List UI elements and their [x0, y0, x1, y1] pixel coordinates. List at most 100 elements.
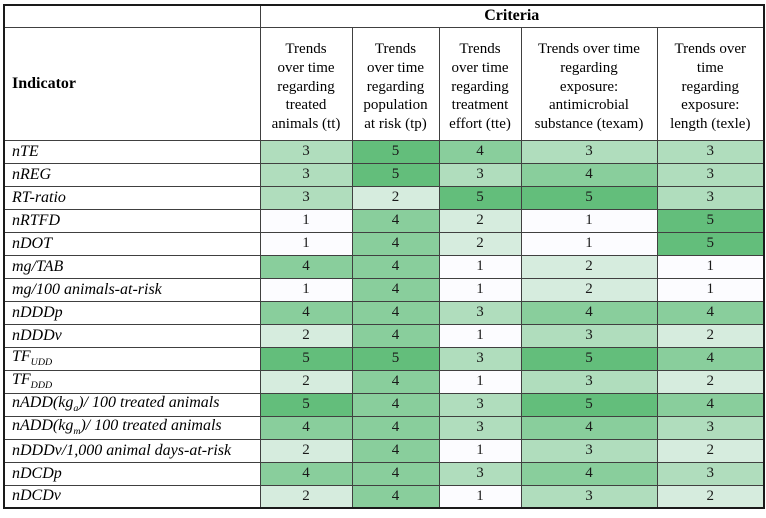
indicator-label: nDCDp: [3, 461, 261, 486]
score-cell: 4: [351, 484, 440, 509]
score-cell: 5: [351, 162, 440, 187]
score-cell: 4: [351, 254, 440, 279]
score-cell: 2: [656, 484, 765, 509]
indicator-label: nDOT: [3, 231, 261, 256]
table-row: nADD(kga)/ 100 treated animals 5 4 3 5 4: [3, 392, 765, 417]
table-body: nTE 3 5 4 3 3 nREG 3 5 3 4 3 RT-ratio 3 2 5 5 3 nRTFD 1 4 2 1 5…: [3, 139, 765, 509]
score-cell: 1: [259, 208, 353, 233]
score-cell: 3: [438, 392, 522, 417]
score-cell: 2: [259, 323, 353, 348]
score-cell: 2: [438, 231, 522, 256]
indicator-label: nDDDv: [3, 323, 261, 348]
score-cell: 5: [351, 346, 440, 371]
score-cell: 3: [520, 139, 658, 164]
score-cell: 5: [656, 231, 765, 256]
column-header-row: Indicator Trends over time regarding tre…: [3, 26, 765, 141]
table-row: nDCDp 4 4 3 4 3: [3, 461, 765, 486]
score-cell: 5: [520, 185, 658, 210]
score-cell: 3: [656, 139, 765, 164]
score-cell: 5: [520, 346, 658, 371]
indicator-criteria-table: Criteria Indicator Trends over time rega…: [3, 4, 766, 509]
score-cell: 4: [351, 415, 440, 440]
indicator-label: nREG: [3, 162, 261, 187]
score-cell: 3: [438, 415, 522, 440]
indicator-label: nRTFD: [3, 208, 261, 233]
indicator-column-header: Indicator: [3, 26, 261, 141]
table-row: mg/TAB 4 4 1 2 1: [3, 254, 765, 279]
score-cell: 5: [259, 346, 353, 371]
score-cell: 1: [438, 254, 522, 279]
table-row: nDDDp 4 4 3 4 4: [3, 300, 765, 325]
indicator-label: mg/TAB: [3, 254, 261, 279]
score-cell: 4: [438, 139, 522, 164]
score-cell: 2: [520, 277, 658, 302]
score-cell: 5: [656, 208, 765, 233]
column-header-tt: Trends over time regarding treated anima…: [259, 26, 353, 141]
score-cell: 3: [438, 162, 522, 187]
score-cell: 3: [520, 369, 658, 394]
criteria-group-header: Criteria: [259, 4, 765, 28]
score-cell: 4: [656, 300, 765, 325]
indicator-label: nTE: [3, 139, 261, 164]
table-row: nDDDv 2 4 1 3 2: [3, 323, 765, 348]
score-cell: 1: [259, 231, 353, 256]
score-cell: 4: [520, 461, 658, 486]
score-cell: 3: [438, 300, 522, 325]
score-cell: 4: [656, 392, 765, 417]
score-cell: 4: [351, 392, 440, 417]
score-cell: 1: [438, 277, 522, 302]
score-cell: 5: [520, 392, 658, 417]
score-cell: 1: [656, 277, 765, 302]
column-header-tte: Trends over time regarding treatment eff…: [438, 26, 522, 141]
table-row: nREG 3 5 3 4 3: [3, 162, 765, 187]
score-cell: 4: [351, 231, 440, 256]
score-cell: 3: [520, 484, 658, 509]
indicator-label: TFDDD: [3, 369, 261, 394]
score-cell: 1: [438, 484, 522, 509]
table-row: TFUDD 5 5 3 5 4: [3, 346, 765, 371]
score-cell: 3: [520, 323, 658, 348]
indicator-label: TFUDD: [3, 346, 261, 371]
score-cell: 3: [656, 185, 765, 210]
score-cell: 4: [351, 300, 440, 325]
table-row: RT-ratio 3 2 5 5 3: [3, 185, 765, 210]
score-cell: 2: [656, 323, 765, 348]
indicator-label: nDDDv/1,000 animal days-at-risk: [3, 438, 261, 463]
score-cell: 3: [656, 162, 765, 187]
score-cell: 3: [259, 162, 353, 187]
score-cell: 4: [351, 369, 440, 394]
indicator-label: nADD(kga)/ 100 treated animals: [3, 392, 261, 417]
indicator-label: nDDDp: [3, 300, 261, 325]
table-row: nDOT 1 4 2 1 5: [3, 231, 765, 256]
score-cell: 3: [656, 415, 765, 440]
score-cell: 3: [259, 139, 353, 164]
score-cell: 2: [656, 438, 765, 463]
score-cell: 2: [520, 254, 658, 279]
score-cell: 4: [656, 346, 765, 371]
score-cell: 1: [259, 277, 353, 302]
score-cell: 4: [351, 461, 440, 486]
score-cell: 1: [438, 323, 522, 348]
table-row: nRTFD 1 4 2 1 5: [3, 208, 765, 233]
table-row: nDCDv 2 4 1 3 2: [3, 484, 765, 509]
score-cell: 5: [438, 185, 522, 210]
column-header-texam: Trends over time regarding exposure: ant…: [520, 26, 658, 141]
score-cell: 4: [259, 254, 353, 279]
table-row: nADD(kgm)/ 100 treated animals 4 4 3 4 3: [3, 415, 765, 440]
score-cell: 3: [438, 461, 522, 486]
score-cell: 5: [259, 392, 353, 417]
score-cell: 2: [351, 185, 440, 210]
score-cell: 3: [520, 438, 658, 463]
table-row: TFDDD 2 4 1 3 2: [3, 369, 765, 394]
score-cell: 4: [351, 323, 440, 348]
table-row: nDDDv/1,000 animal days-at-risk 2 4 1 3 2: [3, 438, 765, 463]
indicator-label: nDCDv: [3, 484, 261, 509]
indicator-label: mg/100 animals-at-risk: [3, 277, 261, 302]
score-cell: 4: [351, 208, 440, 233]
column-header-tp: Trends over time regarding population at…: [351, 26, 440, 141]
score-cell: 2: [656, 369, 765, 394]
score-cell: 4: [351, 438, 440, 463]
score-cell: 4: [259, 461, 353, 486]
score-cell: 4: [520, 415, 658, 440]
